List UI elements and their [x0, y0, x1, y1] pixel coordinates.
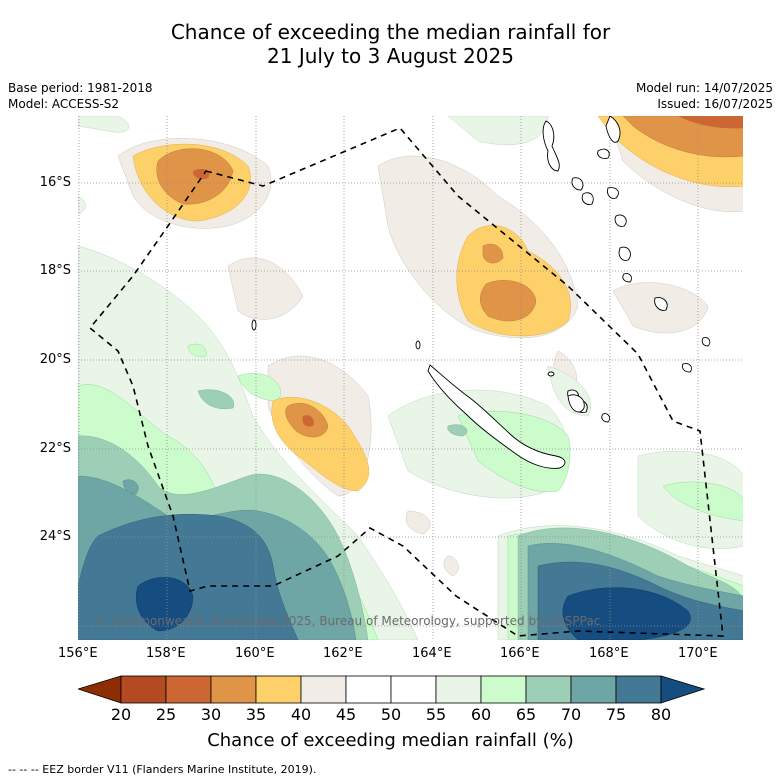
colorbar-bin-70-75	[570, 675, 617, 704]
colorbar-bin-40-45	[300, 675, 347, 704]
small-island-east	[701, 337, 711, 347]
colorbar-bin-25-30	[165, 675, 212, 704]
colorbar-lower-extension	[78, 675, 122, 704]
vanuatu-tanna	[622, 273, 633, 283]
colorbar	[78, 675, 705, 704]
vanuatu-ambrym	[571, 177, 584, 191]
model-label: Model: ACCESS-S2	[8, 97, 120, 111]
lat-label-16s: 16°S	[39, 175, 71, 190]
lon-label-164e: 164°E	[412, 646, 452, 661]
lon-label-170e: 170°E	[678, 646, 718, 661]
colorbar-tick-80: 80	[650, 705, 672, 724]
chesterfield-islet	[251, 319, 257, 331]
small-island-se	[681, 363, 693, 373]
colorbar-bin-65-70	[525, 675, 572, 704]
lat-label-24s: 24°S	[39, 529, 71, 544]
belep-island	[415, 340, 421, 350]
model-run-label: Model run: 14/07/2025	[635, 81, 773, 95]
colorbar-tick-55: 55	[425, 705, 447, 724]
colorbar-tick-65: 65	[515, 705, 537, 724]
lon-label-168e: 168°E	[589, 646, 629, 661]
land-outlines	[251, 116, 711, 469]
colorbar-upper-extension	[660, 675, 705, 704]
colorbar-bin-30-35	[210, 675, 257, 704]
colorbar-bin-35-40	[255, 675, 302, 704]
colorbar-bin-75-80	[615, 675, 662, 704]
matthew-hunter-islands	[654, 297, 668, 311]
deep-orange-regions	[193, 116, 743, 427]
rainfall-map	[78, 116, 743, 640]
colorbar-tick-40: 40	[290, 705, 312, 724]
colorbar-bin-60-65	[480, 675, 527, 704]
colorbar-tick-45: 45	[335, 705, 357, 724]
vanuatu-efate	[614, 214, 627, 227]
issued-label: Issued: 16/07/2025	[657, 97, 773, 111]
solomon-islands-fragment	[605, 116, 621, 143]
lon-label-160e: 160°E	[235, 646, 275, 661]
colorbar-bin-20-25	[120, 675, 167, 704]
vanuatu-espiritu-santo	[542, 120, 560, 172]
lon-label-166e: 166°E	[500, 646, 540, 661]
vanuatu-epi	[581, 192, 594, 205]
colorbar-tick-50: 50	[380, 705, 402, 724]
base-period-label: Base period: 1981-2018	[8, 81, 153, 95]
eez-legend-footer: -- -- -- EEZ border V11 (Flanders Marine…	[8, 763, 317, 776]
gridlines	[78, 116, 743, 640]
loyalty-islands	[567, 394, 585, 413]
colorbar-label: Chance of exceeding median rainfall (%)	[207, 730, 574, 751]
vanuatu-malakula	[607, 187, 619, 199]
lat-label-18s: 18°S	[39, 263, 71, 278]
colorbar-bin-55-60	[435, 675, 482, 704]
eez-border	[88, 127, 724, 637]
vanuatu-maewo	[597, 148, 610, 159]
lon-label-158e: 158°E	[146, 646, 186, 661]
dark-blue-regions	[135, 577, 691, 640]
colorbar-tick-30: 30	[200, 705, 222, 724]
colorbar-bin-45-50	[345, 675, 392, 704]
colorbar-tick-20: 20	[110, 705, 132, 724]
lat-label-20s: 20°S	[39, 352, 71, 367]
colorbar-tick-75: 75	[605, 705, 627, 724]
colorbar-bin-50-55	[390, 675, 437, 704]
colorbar-tick-35: 35	[245, 705, 267, 724]
lon-label-162e: 162°E	[323, 646, 363, 661]
map-title-line1: Chance of exceeding the median rainfall …	[170, 20, 611, 44]
lon-label-156e: 156°E	[58, 646, 98, 661]
orange-regions	[156, 116, 743, 438]
new-caledonia-island	[427, 364, 566, 469]
lat-label-22s: 22°S	[39, 441, 71, 456]
loyalty-island-mare	[601, 413, 611, 423]
colorbar-tick-60: 60	[470, 705, 492, 724]
colorbar-tick-70: 70	[560, 705, 582, 724]
copyright-notice: © Commonwealth of Australia 2025, Bureau…	[95, 614, 601, 628]
vanuatu-erromango	[618, 246, 631, 261]
colorbar-tick-25: 25	[155, 705, 177, 724]
map-title-line2: 21 July to 3 August 2025	[267, 44, 514, 68]
walpole-islet	[547, 371, 555, 377]
